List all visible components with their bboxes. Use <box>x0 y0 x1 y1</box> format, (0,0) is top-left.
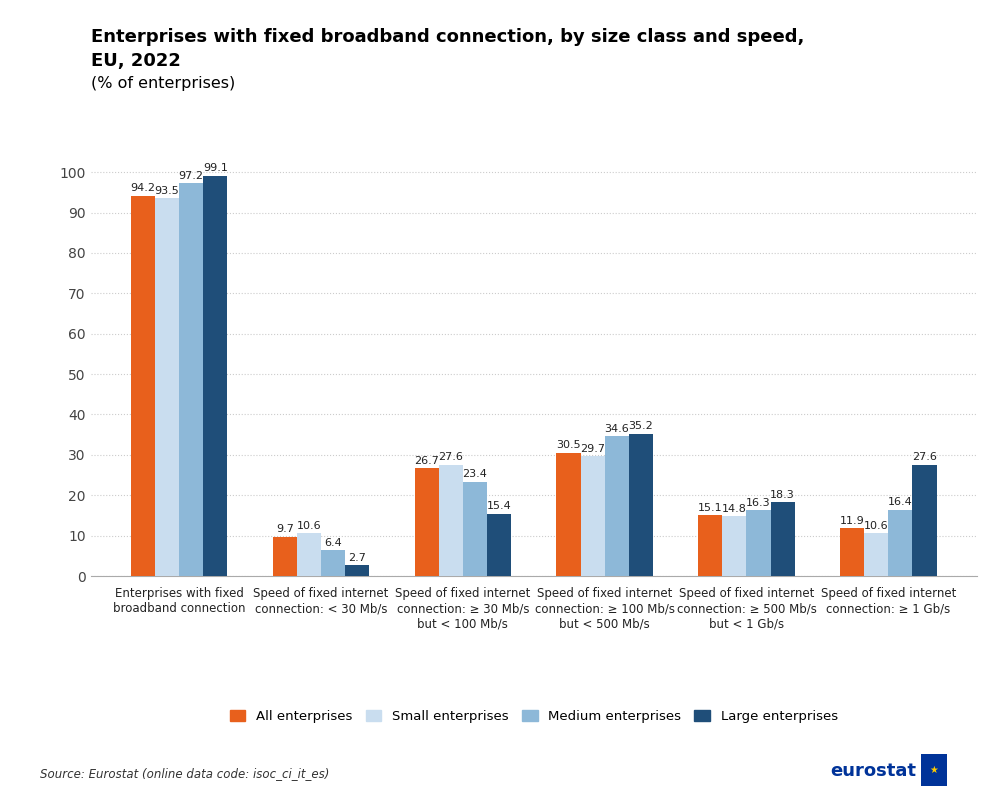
Bar <box>321 550 345 576</box>
Bar <box>746 510 770 576</box>
Text: 6.4: 6.4 <box>324 538 342 548</box>
Bar <box>604 436 628 576</box>
Text: 34.6: 34.6 <box>604 424 629 434</box>
Bar <box>463 482 487 576</box>
Text: 97.2: 97.2 <box>178 171 203 181</box>
Text: 14.8: 14.8 <box>722 504 747 514</box>
Text: 93.5: 93.5 <box>155 186 179 196</box>
Bar <box>698 515 722 576</box>
Bar <box>770 502 795 576</box>
Text: EU, 2022: EU, 2022 <box>91 52 180 70</box>
Text: ★: ★ <box>929 765 939 774</box>
Text: 18.3: 18.3 <box>770 490 795 500</box>
Text: 27.6: 27.6 <box>912 452 937 462</box>
Bar <box>131 196 155 576</box>
Bar <box>203 176 228 576</box>
Text: 26.7: 26.7 <box>414 456 439 466</box>
Text: 15.4: 15.4 <box>486 502 512 511</box>
Text: 99.1: 99.1 <box>202 163 228 174</box>
Text: 11.9: 11.9 <box>840 515 864 526</box>
Bar <box>912 465 937 576</box>
Bar <box>179 183 203 576</box>
Bar <box>487 514 511 576</box>
Bar <box>415 468 439 576</box>
Bar <box>888 510 912 576</box>
Text: 10.6: 10.6 <box>297 521 321 530</box>
Text: 23.4: 23.4 <box>462 469 487 479</box>
Bar <box>297 533 321 576</box>
Bar <box>864 533 888 576</box>
Text: 30.5: 30.5 <box>556 441 581 450</box>
Bar <box>273 537 297 576</box>
Text: 15.1: 15.1 <box>698 502 723 513</box>
Text: 16.3: 16.3 <box>746 498 770 508</box>
Text: Source: Eurostat (online data code: isoc_ci_it_es): Source: Eurostat (online data code: isoc… <box>40 767 329 780</box>
Legend: All enterprises, Small enterprises, Medium enterprises, Large enterprises: All enterprises, Small enterprises, Medi… <box>230 710 838 723</box>
Bar <box>155 198 179 576</box>
Text: eurostat: eurostat <box>831 762 916 780</box>
Bar <box>557 453 580 576</box>
Text: Enterprises with fixed broadband connection, by size class and speed,: Enterprises with fixed broadband connect… <box>91 28 804 46</box>
Text: 29.7: 29.7 <box>580 444 605 454</box>
Bar <box>345 565 370 576</box>
Bar <box>580 456 604 576</box>
Bar <box>628 434 653 576</box>
Text: (% of enterprises): (% of enterprises) <box>91 76 235 91</box>
Text: 9.7: 9.7 <box>276 525 294 534</box>
Bar <box>439 465 463 576</box>
Text: 2.7: 2.7 <box>348 553 367 562</box>
Bar <box>722 516 746 576</box>
Text: 27.6: 27.6 <box>438 452 463 462</box>
Text: 94.2: 94.2 <box>131 183 155 193</box>
Bar <box>840 528 864 576</box>
Text: 10.6: 10.6 <box>864 521 888 530</box>
Text: 16.4: 16.4 <box>888 498 912 507</box>
Text: 35.2: 35.2 <box>628 422 654 431</box>
